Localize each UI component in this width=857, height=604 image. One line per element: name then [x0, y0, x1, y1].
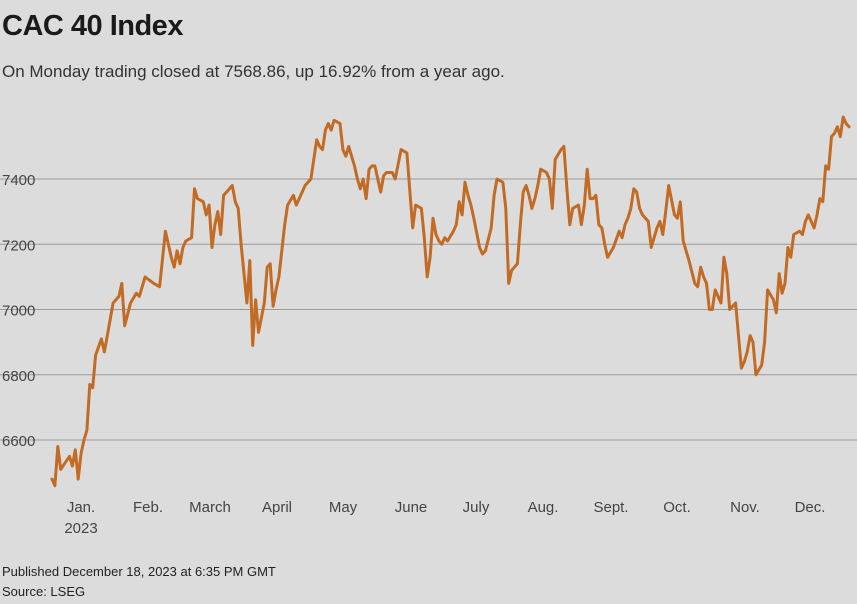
x-tick-label: Dec.: [795, 499, 826, 516]
y-tick-label: 7200: [2, 237, 35, 254]
y-tick-label: 7400: [2, 172, 35, 189]
x-tick-label: Sept.: [593, 499, 628, 516]
y-axis-ticks: 6600 6800 7000 7200 7400: [2, 172, 35, 450]
x-tick-label: Nov.: [730, 499, 760, 516]
y-tick-label: 7000: [2, 303, 35, 320]
chart-title: CAC 40 Index: [2, 10, 183, 42]
x-tick-label: Feb.: [133, 499, 163, 516]
x-tick-label: May: [329, 499, 358, 516]
y-tick-label: 6600: [2, 433, 35, 450]
x-tick-label: March: [189, 499, 231, 516]
source-note: Source: LSEG: [2, 584, 86, 599]
x-tick-label: June: [395, 499, 428, 516]
x-tick-label: Jan.: [67, 499, 95, 516]
series-line: [50, 115, 851, 488]
x-tick-label: Oct.: [663, 499, 691, 516]
x-tick-label: July: [463, 499, 490, 516]
x-tick-sublabel: 2023: [64, 520, 97, 537]
gridlines: [0, 178, 857, 441]
y-tick-label: 6800: [2, 368, 35, 385]
x-tick-label: Aug.: [528, 499, 559, 516]
published-note: Published December 18, 2023 at 6:35 PM G…: [2, 564, 276, 579]
x-axis-ticks: Jan. 2023 Feb. March April May June July Aug. Sep…: [64, 499, 825, 537]
chart-subtitle: On Monday trading closed at 7568.86, up …: [2, 62, 505, 81]
x-tick-label: April: [262, 499, 292, 516]
